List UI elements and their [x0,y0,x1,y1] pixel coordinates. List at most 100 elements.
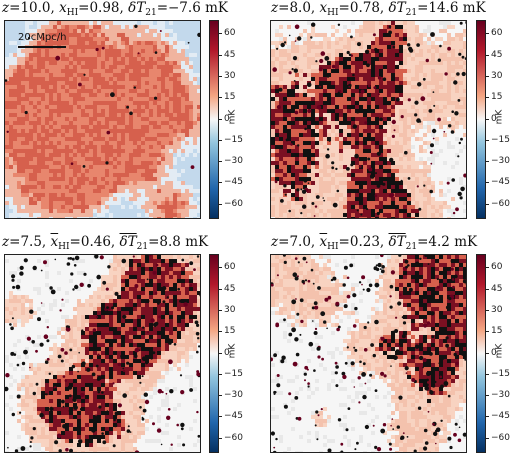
map-cell [419,189,423,193]
map-cell [427,97,431,101]
map-cell [403,149,407,153]
map-cell [129,101,133,105]
map-cell [157,141,161,145]
map-cell [161,77,165,81]
map-cell [371,89,375,93]
map-cell [125,49,129,53]
map-cell [303,117,307,121]
map-cell [443,81,447,85]
map-cell [145,173,149,177]
map-cell [279,125,283,129]
map-cell [279,185,283,189]
map-cell [37,121,41,125]
map-cell [145,125,149,129]
map-cell [383,133,387,137]
map-cell [323,133,327,137]
map-cell [335,105,339,109]
map-cell [109,165,113,169]
map-cell [137,177,141,181]
map-cell [327,37,331,41]
map-cell [89,53,93,57]
map-cell [81,57,85,61]
map-cell [287,61,291,65]
map-cell [395,89,399,93]
map-cell [109,271,113,275]
map-cell [287,201,291,205]
map-cell [351,21,355,25]
map-cell [137,81,141,85]
map-cell [295,161,299,165]
map-cell [81,37,85,41]
map-cell [435,101,439,105]
map-cell [383,161,387,165]
map-cell [307,217,311,218]
map-cell [439,109,443,113]
map-cell [423,65,427,69]
map-cell [295,173,299,177]
map-cell [5,65,9,69]
map-cell [387,145,391,149]
map-cell [177,189,181,193]
map-cell [5,109,9,113]
map-cell [391,197,395,201]
map-speck [356,209,359,212]
map-cell [315,121,319,125]
map-cell [359,57,363,61]
map-cell [157,283,161,287]
map-cell [29,165,33,169]
map-cell [133,141,137,145]
map-cell [165,85,169,89]
map-cell [427,181,431,185]
map-cell [89,29,93,33]
map-cell [351,45,355,49]
map-cell [25,295,29,299]
map-cell [463,45,466,49]
map-cell [379,81,383,85]
map-cell [65,217,69,218]
map-cell [283,85,287,89]
map-cell [185,205,189,209]
map-cell [287,101,291,105]
map-cell [463,81,466,85]
map-cell [387,41,391,45]
map-cell [49,153,53,157]
map-cell [33,189,37,193]
map-speck [310,36,313,39]
map-cell [117,165,121,169]
map-cell [49,217,53,218]
map-cell [97,295,101,299]
map-cell [49,205,53,209]
map-cell [327,201,331,205]
map-cell [73,173,77,177]
map-cell [13,197,17,201]
map-cell [415,49,419,53]
map-cell [25,169,29,173]
map-cell [29,185,33,189]
map-cell [181,263,185,267]
map-cell [331,137,335,141]
map-cell [105,133,109,137]
map-cell [311,109,315,113]
map-cell [145,37,149,41]
map-speck [335,116,338,119]
map-cell [335,61,339,65]
map-cell [141,105,145,109]
map-cell [351,101,355,105]
map-cell [423,81,427,85]
map-cell [347,129,351,133]
map-cell [61,125,65,129]
map-cell [117,153,121,157]
map-cell [407,133,411,137]
map-cell [399,53,403,57]
map-cell [113,169,117,173]
map-cell [153,85,157,89]
map-speck [458,141,461,145]
map-cell [185,185,189,189]
map-cell [193,201,197,205]
map-cell [287,137,291,141]
map-cell [73,161,77,165]
map-cell [279,193,283,197]
map-cell [165,81,169,85]
map-cell [61,53,65,57]
map-cell [295,169,299,173]
